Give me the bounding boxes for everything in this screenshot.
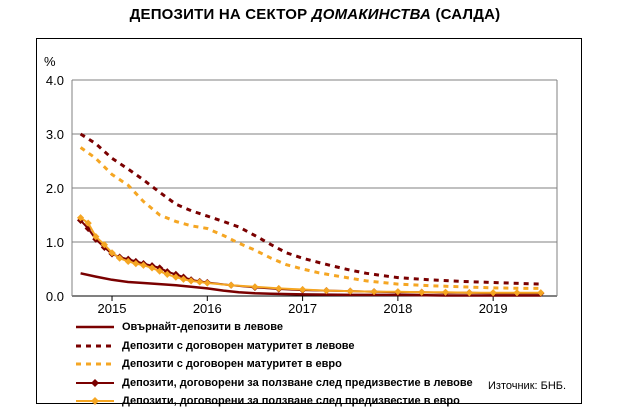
legend-swatch bbox=[76, 344, 114, 348]
series-point-5 bbox=[163, 270, 171, 278]
series-point-5 bbox=[537, 289, 545, 297]
series-point-5 bbox=[132, 260, 140, 268]
legend-swatch bbox=[76, 326, 114, 329]
legend-label: Овърнайт-депозити в левове bbox=[122, 321, 283, 334]
series-point-5 bbox=[92, 233, 100, 241]
legend-label: Депозити с договорен матуритет в евро bbox=[122, 358, 342, 371]
legend-item: Депозити с договорен матуритет в левове bbox=[74, 337, 534, 356]
series-point-5 bbox=[187, 277, 195, 285]
series-point-5 bbox=[179, 275, 188, 283]
series-point-5 bbox=[139, 261, 148, 269]
y-tick-label: 0.0 bbox=[46, 289, 64, 304]
title-main: ДЕПОЗИТИ НА СЕКТОР bbox=[129, 6, 308, 23]
series-point-5 bbox=[370, 288, 378, 296]
x-tick-label: 2019 bbox=[479, 301, 508, 316]
series-point-5 bbox=[196, 278, 204, 286]
series-point-5 bbox=[116, 254, 124, 262]
y-tick-label: 1.0 bbox=[46, 235, 64, 250]
chart-frame bbox=[36, 38, 582, 404]
series-point-5 bbox=[100, 241, 108, 249]
y-tick-label: 4.0 bbox=[46, 73, 64, 88]
series-point-5 bbox=[156, 267, 164, 275]
series-point-5 bbox=[346, 287, 354, 295]
y-tick-label: 2.0 bbox=[46, 181, 64, 196]
series-point-5 bbox=[172, 273, 180, 281]
series-point-5 bbox=[76, 214, 85, 222]
y-axis-label: % bbox=[44, 54, 56, 69]
legend-item: Депозити, договорени за ползване след пр… bbox=[74, 374, 534, 393]
series-point-5 bbox=[394, 288, 402, 296]
series-line-2 bbox=[79, 132, 541, 286]
legend-item: Депозити с договорен матуритет в евро bbox=[74, 355, 534, 374]
legend-swatch bbox=[76, 397, 114, 406]
legend-label: Депозити с договорен матуритет в левове bbox=[122, 339, 355, 352]
x-tick-label: 2017 bbox=[288, 301, 317, 316]
chart-legend: Овърнайт-депозити в левове Депозити с дог… bbox=[74, 318, 534, 411]
y-tick-label: 3.0 bbox=[46, 127, 64, 142]
series-line-3 bbox=[79, 146, 541, 290]
series-point-5 bbox=[513, 289, 521, 297]
series-point-5 bbox=[322, 287, 331, 295]
series-point-5 bbox=[489, 289, 497, 297]
legend-item: Депозити, договорени за ползване след пр… bbox=[74, 392, 534, 411]
series-point-5 bbox=[441, 288, 450, 296]
x-tick-label: 2018 bbox=[383, 301, 412, 316]
series-point-5 bbox=[418, 288, 426, 296]
series-point-5 bbox=[465, 289, 473, 297]
chart-title: ДЕПОЗИТИ НА СЕКТОР ДОМАКИНСТВА (САЛДА) bbox=[0, 6, 630, 23]
series-point-5 bbox=[84, 219, 92, 227]
x-tick-label: 2016 bbox=[193, 301, 222, 316]
legend-swatch bbox=[76, 378, 114, 387]
series-point-5 bbox=[108, 249, 116, 257]
legend-swatch bbox=[76, 362, 114, 366]
series-point-5 bbox=[227, 281, 235, 289]
title-suffix: (САЛДА) bbox=[435, 6, 501, 23]
series-point-5 bbox=[251, 283, 259, 291]
legend-item: Овърнайт-депозити в левове bbox=[74, 318, 534, 337]
x-tick-label: 2015 bbox=[98, 301, 127, 316]
source-note: Източник: БНБ. bbox=[488, 380, 567, 392]
series-line-5 bbox=[80, 216, 541, 294]
series-point-5 bbox=[298, 285, 307, 294]
series-point-5 bbox=[275, 284, 283, 293]
legend-label: Депозити, договорени за ползване след пр… bbox=[122, 395, 460, 408]
legend-label: Депозити, договорени за ползване след пр… bbox=[122, 376, 473, 389]
series-point-5 bbox=[203, 279, 211, 287]
series-point-5 bbox=[124, 257, 132, 266]
title-italic: ДОМАКИНСТВА bbox=[311, 6, 432, 23]
series-point-5 bbox=[148, 264, 156, 272]
